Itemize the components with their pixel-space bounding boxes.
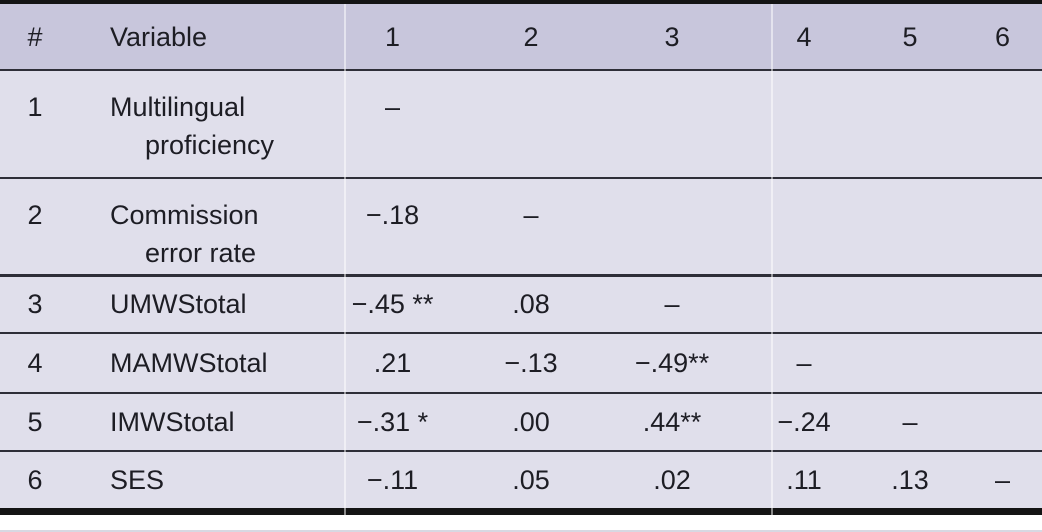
table-row-mamwstotal: 4 MAMWStotal .21 −.13 −.49** – <box>0 333 1042 393</box>
value-cell: −.11 <box>366 464 419 495</box>
row-number-cell: 6 <box>27 464 43 495</box>
value-cell: .08 <box>512 289 550 320</box>
value-cell: – <box>384 92 401 122</box>
row-number-cell: 3 <box>27 289 43 320</box>
value-cell: – <box>994 464 1010 495</box>
value-cell <box>622 70 722 178</box>
value-cell: – <box>523 200 539 230</box>
variable-cell: MAMWStotal <box>110 348 268 378</box>
header-row: # Variable 1 2 3 4 5 6 <box>0 2 1042 70</box>
value-cell <box>886 333 934 393</box>
value-cell: −.45 ** <box>351 289 434 320</box>
header-cell-variable: Variable <box>110 21 208 52</box>
value-cell <box>934 178 1042 275</box>
header-cell-3: 3 <box>664 21 680 52</box>
header-cell-2: 2 <box>523 21 539 52</box>
value-cell: −.13 <box>504 348 558 378</box>
value-cell <box>934 70 1042 178</box>
header-cell-4: 4 <box>796 21 812 52</box>
row-number-cell: 5 <box>27 407 43 437</box>
value-cell: .44** <box>642 407 702 437</box>
header-cell-5: 5 <box>902 21 918 52</box>
header-cell-1: 1 <box>384 21 401 52</box>
header-cell-number: # <box>27 21 43 52</box>
variable-cell: IMWStotal <box>110 407 235 437</box>
value-cell: .21 <box>373 348 412 378</box>
value-cell: .02 <box>653 464 691 495</box>
variable-cell: Multilingual proficiency <box>110 92 275 160</box>
value-cell: −.18 <box>365 200 420 230</box>
value-cell <box>722 178 886 275</box>
value-cell <box>622 178 722 275</box>
value-cell: – <box>902 407 918 437</box>
value-cell: −.24 <box>777 407 831 437</box>
row-number-cell: 1 <box>27 92 43 122</box>
value-cell <box>886 178 934 275</box>
header-cell-6: 6 <box>994 21 1010 52</box>
table-row-multilingual-proficiency: 1 Multilingual proficiency – <box>0 70 1042 178</box>
value-cell <box>934 333 1042 393</box>
value-cell <box>886 70 934 178</box>
variable-cell: SES <box>110 464 165 495</box>
value-cell: −.31 * <box>356 407 429 437</box>
table-row-umwstotal: 3 UMWStotal −.45 ** .08 – <box>0 275 1042 333</box>
bottom-edge-strip <box>0 530 1042 532</box>
value-cell: – <box>796 348 812 378</box>
value-cell: – <box>664 289 680 320</box>
value-cell <box>440 70 622 178</box>
value-cell <box>934 275 1042 333</box>
variable-cell: UMWStotal <box>110 289 247 320</box>
value-cell: .00 <box>512 407 550 437</box>
row-number-cell: 4 <box>27 348 43 378</box>
value-cell <box>934 393 1042 451</box>
value-cell <box>722 70 886 178</box>
value-cell: .11 <box>786 464 822 495</box>
correlation-table: # Variable 1 2 3 4 5 6 1 Multilingual pr… <box>0 0 1042 515</box>
row-number-cell: 2 <box>27 200 43 230</box>
value-cell: .13 <box>891 464 929 495</box>
value-cell: .05 <box>512 464 550 495</box>
table-row-imwstotal: 5 IMWStotal −.31 * .00 .44** −.24 – <box>0 393 1042 451</box>
table-row-commission-error-rate: 2 Commission error rate −.18 – <box>0 178 1042 275</box>
value-cell <box>722 275 886 333</box>
table-row-ses: 6 SES −.11 .05 .02 .11 .13 – <box>0 451 1042 511</box>
value-cell: −.49** <box>634 348 710 378</box>
value-cell <box>886 275 934 333</box>
variable-cell: Commission error rate <box>110 200 259 268</box>
